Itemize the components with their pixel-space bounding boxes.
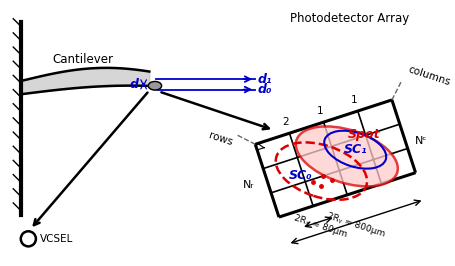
Text: Cantilever: Cantilever — [52, 53, 113, 66]
Text: VCSEL: VCSEL — [40, 234, 73, 244]
Text: columns: columns — [407, 64, 452, 87]
Text: Photodetector Array: Photodetector Array — [290, 12, 409, 25]
Text: d: d — [130, 78, 139, 91]
Text: 1: 1 — [317, 106, 324, 116]
Ellipse shape — [296, 126, 398, 186]
Ellipse shape — [148, 81, 162, 90]
Text: d₁: d₁ — [258, 73, 273, 86]
Text: 2Rᵧ ≈ 800μm: 2Rᵧ ≈ 800μm — [326, 212, 386, 239]
Text: SC₁: SC₁ — [344, 143, 367, 156]
Text: Nᶜ: Nᶜ — [415, 136, 428, 146]
Text: 2Rₓ ≈ 80μm: 2Rₓ ≈ 80μm — [293, 214, 348, 239]
Text: Nᵣ: Nᵣ — [243, 180, 253, 190]
Text: SC₀: SC₀ — [289, 169, 313, 182]
Text: 2: 2 — [283, 117, 289, 127]
Text: d₀: d₀ — [258, 83, 273, 96]
Text: 1: 1 — [351, 95, 358, 105]
Text: rows: rows — [208, 130, 234, 148]
Text: Spot: Spot — [348, 127, 380, 140]
